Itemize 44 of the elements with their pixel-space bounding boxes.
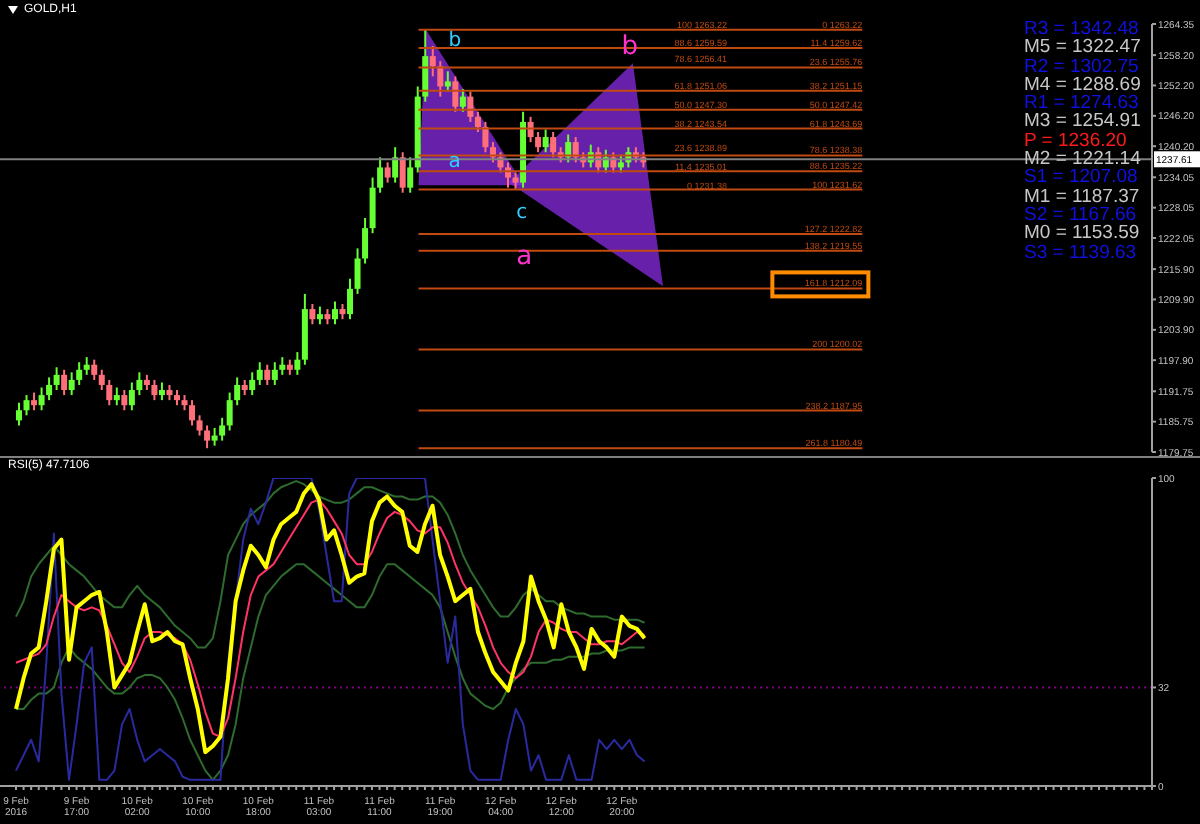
candlestick [61,368,68,397]
candlestick [264,363,271,386]
line-series [15,480,646,649]
candlestick [151,378,158,402]
annotation: P = 1236.20 [1024,129,1127,152]
annotation: S2 = 1167.66 [1024,203,1137,226]
candlestick [249,371,256,397]
line-series [15,563,646,781]
annotation: M3 = 1254.91 [1024,110,1141,133]
annotation: R2 = 1302.75 [1024,55,1139,78]
candlestick [407,156,414,194]
candlestick [392,146,399,184]
candlestick [46,376,53,402]
candlestick [53,366,60,392]
candlestick [384,161,391,184]
candlestick [23,394,30,417]
annotation: R1 = 1274.63 [1024,92,1139,115]
annotation: c [516,202,528,225]
candlestick [106,378,113,407]
candlestick [399,151,406,194]
annotation: S3 = 1139.63 [1024,241,1139,264]
annotation: R3 = 1342.48 [1024,18,1139,40]
annotation: M5 = 1322.47 [1024,36,1141,59]
candlestick [219,416,226,442]
annotation: M1 = 1187.37 [1024,185,1141,208]
annotation: M4 = 1288.69 [1024,73,1141,96]
candlestick [16,401,22,427]
annotation: S1 = 1207.08 [1024,166,1138,189]
candlestick [444,70,451,93]
annotation: M0 = 1153.59 [1024,222,1141,245]
candlestick [121,389,128,412]
candlestick [256,361,263,386]
annotation: b [448,30,462,53]
candlestick [550,131,557,159]
candlestick [347,277,354,321]
candlestick [91,358,98,381]
candlestick [459,88,466,113]
candlestick [189,399,196,427]
candlestick [542,128,549,154]
candlestick [271,361,278,386]
candlestick [309,303,316,326]
candlestick [452,75,459,113]
candlestick [331,300,338,326]
candlestick [294,351,301,376]
